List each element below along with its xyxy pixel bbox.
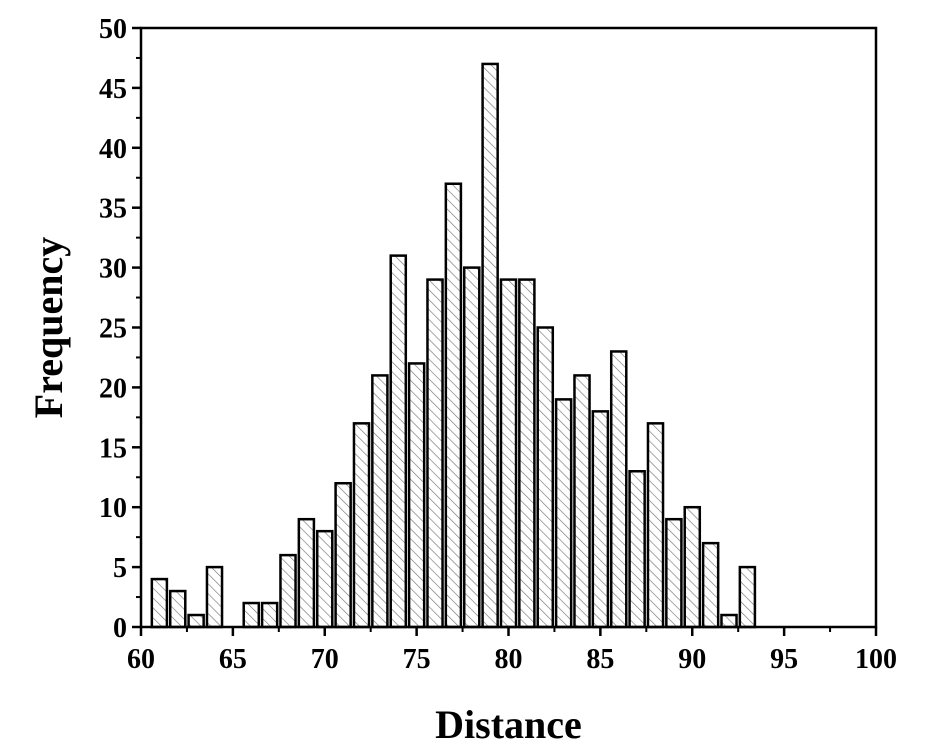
- histogram-bar: [150, 577, 169, 629]
- histogram-bar: [168, 589, 187, 629]
- x-tick-label: 85: [586, 644, 614, 675]
- histogram-bar: [260, 601, 279, 629]
- histogram-bar: [371, 374, 389, 629]
- y-tick-label: 30: [99, 254, 127, 285]
- histogram-bar: [646, 422, 665, 629]
- y-tick-label: 50: [99, 14, 127, 45]
- histogram-bar: [187, 613, 205, 629]
- histogram-bar: [738, 565, 757, 629]
- histogram-bar: [518, 278, 536, 629]
- x-axis-title: Distance: [435, 702, 582, 747]
- histogram-bar: [628, 470, 646, 629]
- histogram-bar: [720, 613, 738, 629]
- x-axis-ticks: 60 65 70 75 80 85 90 95 100: [127, 627, 897, 675]
- y-tick-label: 10: [99, 493, 127, 524]
- histogram-bar: [389, 254, 408, 629]
- x-tick-label: 95: [770, 644, 798, 675]
- x-tick-label: 80: [495, 644, 523, 675]
- x-tick-label: 90: [678, 644, 706, 675]
- y-tick-label: 45: [99, 74, 127, 105]
- x-tick-label: 100: [855, 644, 897, 675]
- histogram-bar: [315, 529, 334, 629]
- histogram-bar: [407, 362, 426, 629]
- histogram-bar: [205, 565, 224, 629]
- histogram-bar: [665, 517, 683, 629]
- histogram-bar: [554, 398, 573, 629]
- histogram-bar: [683, 505, 702, 629]
- y-axis-title: Frequency: [26, 237, 71, 418]
- x-tick-label: 60: [127, 644, 155, 675]
- histogram-bar: [297, 517, 316, 629]
- histogram-bar: [426, 278, 444, 629]
- bars-layer: [150, 62, 757, 629]
- histogram-bar: [573, 374, 591, 629]
- x-tick-label: 75: [403, 644, 431, 675]
- x-tick-label: 70: [311, 644, 339, 675]
- y-tick-label: 0: [113, 613, 127, 644]
- histogram-bar: [242, 601, 261, 629]
- histogram-bar: [609, 350, 628, 629]
- y-axis-ticks: 0 5 10 15 20 25 30 35 40 45 50: [99, 14, 141, 644]
- histogram-bar: [352, 422, 371, 629]
- histogram-bar: [334, 481, 352, 629]
- y-tick-label: 20: [99, 373, 127, 404]
- histogram-bar: [279, 553, 297, 629]
- histogram-bar: [536, 326, 555, 629]
- histogram-bar: [701, 541, 720, 629]
- y-tick-label: 25: [99, 314, 127, 345]
- histogram-bar: [481, 62, 499, 629]
- histogram-bar: [444, 182, 463, 629]
- y-tick-label: 15: [99, 433, 127, 464]
- y-tick-label: 35: [99, 194, 127, 225]
- x-tick-label: 65: [219, 644, 247, 675]
- histogram-bar: [462, 266, 481, 629]
- y-tick-label: 5: [113, 553, 127, 584]
- histogram-bar: [591, 410, 610, 629]
- y-tick-label: 40: [99, 134, 127, 165]
- histogram-bar: [499, 278, 518, 629]
